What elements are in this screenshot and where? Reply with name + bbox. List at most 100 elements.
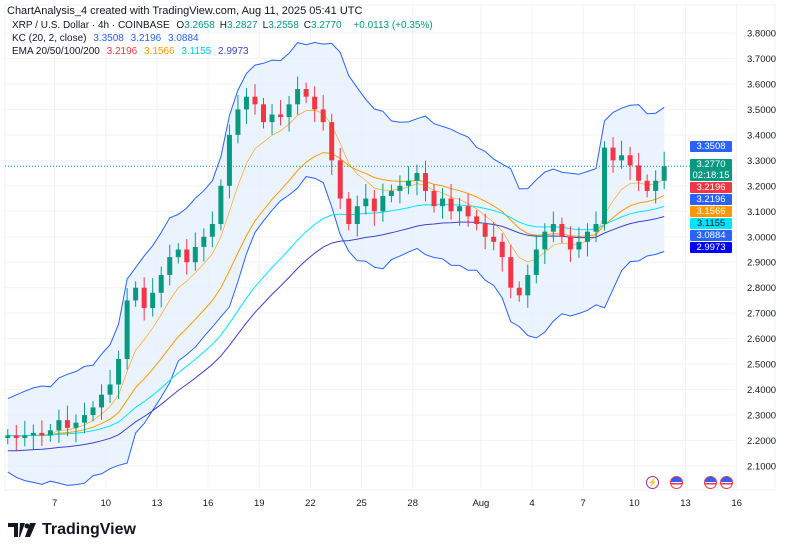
chart-header: ChartAnalysis_4 created with TradingView…	[7, 5, 363, 17]
price-tick: 2.2000	[747, 436, 776, 447]
price-tick: 2.7000	[747, 309, 776, 320]
time-tick: 13	[680, 498, 691, 509]
candle	[354, 195, 360, 237]
candle	[90, 401, 96, 422]
tradingview-logo[interactable]: TradingView	[8, 521, 136, 539]
price-tag: 3.1155	[690, 218, 732, 229]
ema50-value: 3.1566	[144, 46, 175, 57]
candle	[116, 350, 122, 400]
candle	[73, 414, 79, 443]
candle	[99, 384, 105, 420]
candle	[209, 211, 215, 248]
candle	[602, 141, 608, 231]
candle	[363, 184, 369, 215]
candle	[516, 281, 522, 302]
candle	[47, 423, 53, 442]
candles	[5, 76, 667, 451]
candle	[56, 409, 62, 443]
candle	[371, 190, 377, 226]
candle	[269, 104, 275, 135]
candle	[610, 137, 616, 173]
candle	[448, 184, 454, 220]
candle	[491, 222, 497, 251]
kc-lower: 3.0884	[168, 33, 199, 44]
time-tick: 22	[305, 498, 316, 509]
candle	[593, 211, 599, 243]
candle	[627, 146, 633, 180]
price-tick: 3.4000	[747, 130, 776, 141]
candle	[39, 420, 45, 446]
ohlc-H: H3.2827	[219, 20, 258, 31]
us-flag-icon[interactable]	[720, 476, 733, 489]
candle	[474, 210, 480, 231]
candle	[644, 174, 650, 198]
us-flag-icon[interactable]	[704, 476, 717, 489]
candle	[465, 193, 471, 227]
candle	[636, 152, 642, 192]
candle	[184, 239, 190, 275]
time-axis[interactable]: 7 10 13 16 19 22 25 28 Aug 4 7 10 13 16	[52, 498, 742, 509]
brand-name: TradingView	[42, 521, 136, 538]
candle	[559, 217, 565, 244]
price-chart[interactable]: 3.8000 3.7000 3.6000 3.5000 3.4000 3.3000 3.20…	[0, 0, 800, 510]
candle	[201, 228, 207, 262]
symbol-legend: XRP / U.S. Dollar · 4h · COINBASE O3.265…	[12, 20, 437, 32]
price-tick: 3.8000	[747, 29, 776, 40]
candle	[414, 164, 420, 196]
symbol-name[interactable]: XRP / U.S. Dollar · 4h · COINBASE	[12, 20, 170, 31]
candle	[218, 179, 224, 231]
candle	[107, 369, 113, 404]
kc-lower-line	[7, 176, 665, 486]
us-flag-icon[interactable]	[670, 476, 683, 489]
candle	[584, 223, 590, 257]
candle	[567, 226, 573, 262]
kc-legend[interactable]: KC (20, 2, close) 3.3508 3.2196 3.0884	[12, 33, 203, 45]
price-tag: 2.9973	[690, 242, 732, 253]
ema20-value: 3.2196	[106, 46, 138, 57]
candle	[243, 88, 249, 124]
candle	[380, 183, 386, 222]
candle	[533, 234, 539, 284]
candle	[252, 84, 258, 115]
ema-legend[interactable]: EMA 20/50/100/200 3.2196 3.1566 3.1155 2…	[12, 46, 253, 58]
price-tag: 3.1566	[690, 206, 732, 217]
price-tag: 3.2770 02:18:15	[690, 159, 732, 181]
ohlc-C: C3.2770	[303, 20, 342, 31]
kc-upper-line	[7, 41, 665, 400]
time-tick: 7	[581, 498, 586, 509]
price-tag: 3.2196	[690, 182, 732, 193]
price-axis[interactable]: 3.8000 3.7000 3.6000 3.5000 3.4000 3.3000 3.20…	[747, 29, 776, 473]
candle	[329, 113, 335, 175]
candle	[64, 405, 70, 437]
candle	[235, 94, 241, 144]
candle	[22, 420, 28, 447]
price-tag: 3.2196	[690, 194, 732, 205]
candle	[167, 244, 173, 286]
price-tick: 3.3000	[747, 156, 776, 167]
ema50-line	[7, 152, 665, 437]
price-tick: 3.2000	[747, 181, 776, 192]
candle	[30, 424, 36, 450]
price-tick: 3.7000	[747, 54, 776, 65]
price-tick: 2.8000	[747, 283, 776, 294]
candle	[346, 192, 352, 231]
lightning-icon[interactable]: ⚡	[646, 476, 659, 489]
candle	[312, 86, 318, 122]
candle	[226, 124, 232, 199]
ohlc-L: L3.2558	[262, 20, 299, 31]
time-tick: 28	[407, 498, 418, 509]
time-tick: 13	[152, 498, 163, 509]
candle	[81, 402, 87, 434]
ema20-line	[7, 109, 665, 437]
time-tick: 16	[203, 498, 214, 509]
price-tick: 2.5000	[747, 360, 776, 371]
time-tick: Aug	[472, 498, 489, 509]
kc-label: KC (20, 2, close)	[12, 33, 87, 44]
price-tick: 2.1000	[747, 461, 776, 472]
candle	[397, 175, 403, 204]
candle	[133, 281, 139, 307]
price-tick: 3.0000	[747, 232, 776, 243]
price-tick: 3.6000	[747, 79, 776, 90]
candle	[661, 151, 667, 190]
candle	[278, 99, 284, 126]
